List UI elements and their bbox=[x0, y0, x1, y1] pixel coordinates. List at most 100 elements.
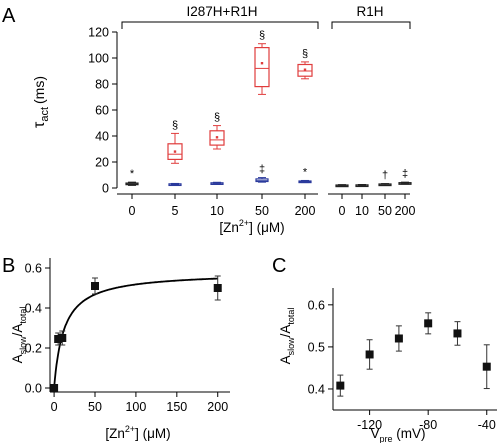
box-i287hr1h-200-blue: * bbox=[298, 166, 312, 184]
panel-b-y-label-sub1: slow bbox=[18, 336, 28, 355]
x-tick-label: 200 bbox=[207, 400, 228, 414]
point-marker bbox=[424, 319, 433, 328]
panel-a-x-tick-label: 10 bbox=[210, 204, 224, 218]
panel-a-y-tick-labels: 0 20 40 60 80 100 120 bbox=[88, 26, 109, 196]
box-significance-marker: § bbox=[214, 112, 220, 124]
x-tick-label: 50 bbox=[88, 400, 102, 414]
panel-c-x-tick-labels: -120 -80 -40 bbox=[357, 418, 496, 432]
point-marker bbox=[336, 381, 345, 390]
box-significance-marker: * bbox=[130, 168, 135, 180]
box-i287hr1h-50-blue: ‡ bbox=[255, 164, 269, 183]
panel-a-y-tick-label: 0 bbox=[102, 182, 109, 196]
panel-a-y-tick-label: 100 bbox=[88, 52, 109, 66]
box-significance-marker: § bbox=[172, 119, 178, 131]
y-tick-label: 0.0 bbox=[25, 382, 42, 396]
panel-c-x-label-main: V bbox=[370, 426, 379, 441]
panel-a-x-tick-label: 10 bbox=[355, 204, 369, 218]
x-tick-label: -80 bbox=[419, 418, 437, 432]
box-r1h-200-dark: ‡ bbox=[398, 168, 412, 185]
box-iqr bbox=[254, 46, 270, 88]
panel-a-y-tick-label: 40 bbox=[95, 130, 109, 144]
panel-c-points bbox=[336, 312, 491, 397]
point-marker bbox=[394, 334, 403, 343]
panel-c-axes bbox=[328, 288, 497, 415]
panel-b-y-label-sub2: total bbox=[18, 307, 28, 324]
box-i287hr1h-50-red: § bbox=[254, 30, 270, 95]
x-tick-label: 0 bbox=[51, 400, 58, 414]
data-point bbox=[336, 374, 345, 397]
data-point bbox=[394, 325, 403, 352]
panel-c-x-label-unit: (mV) bbox=[393, 426, 426, 441]
panel-b-y-tick-labels: 0.0 0.2 0.4 0.6 bbox=[25, 262, 42, 396]
panel-a-x-tick-labels: 0 5 10 50 200 0 10 50 200 bbox=[129, 204, 416, 218]
panel-a-group-brackets: I287H+R1H R1H bbox=[121, 4, 411, 29]
panel-c-y-label-mid: /A bbox=[278, 325, 293, 338]
point-marker bbox=[453, 329, 462, 338]
y-tick-label: 0.6 bbox=[308, 298, 325, 312]
box-significance-marker: † bbox=[382, 170, 388, 182]
panel-label-b: B bbox=[2, 255, 15, 277]
data-point bbox=[50, 384, 59, 392]
y-tick-label: 0.6 bbox=[25, 262, 42, 276]
panel-b-y-label: Aslow/Atotal bbox=[10, 307, 28, 364]
panel-a-boxes: * § § ‡ § * § † ‡ bbox=[125, 30, 412, 188]
box-iqr bbox=[167, 143, 183, 161]
panel-a-y-tick-label: 20 bbox=[95, 156, 109, 170]
data-point bbox=[58, 330, 67, 346]
box-i287hr1h-0-dark: * bbox=[125, 168, 139, 186]
panel-a-x-label-sup: 2+ bbox=[239, 218, 249, 228]
box-mean bbox=[215, 136, 219, 139]
box-i287hr1h-10-blue bbox=[210, 181, 224, 186]
box-iqr bbox=[297, 63, 313, 77]
panel-a-y-label-unit: (ms) bbox=[31, 76, 47, 104]
x-tick-label: -120 bbox=[357, 418, 382, 432]
box-significance-marker: ‡ bbox=[259, 164, 265, 176]
panel-a-y-label-main: τ bbox=[31, 121, 48, 128]
y-tick-label: 0.2 bbox=[25, 342, 42, 356]
box-i287hr1h-10-red: § bbox=[209, 112, 225, 150]
box-significance-marker: ‡ bbox=[402, 168, 408, 180]
data-point bbox=[453, 321, 462, 346]
panel-b-chart: 0.0 0.2 0.4 0.6 0 50 100 150 200 Aslow/Atotal [… bbox=[10, 258, 230, 441]
panel-a-y-tick-label: 120 bbox=[88, 26, 109, 40]
x-tick-label: 100 bbox=[125, 400, 146, 414]
panel-b-x-label-sup: 2+ bbox=[125, 424, 135, 434]
panel-b-y-label-main: A bbox=[10, 354, 25, 363]
box-iqr bbox=[209, 130, 225, 146]
panel-a-x-tick-label: 50 bbox=[378, 204, 392, 218]
panel-a-y-label: τact (ms) bbox=[31, 76, 51, 128]
panel-a-x-tick-label: 200 bbox=[295, 204, 316, 218]
panel-a-x-tick-label: 0 bbox=[339, 204, 346, 218]
box-significance-marker: § bbox=[302, 48, 308, 60]
point-marker bbox=[482, 362, 491, 371]
point-marker bbox=[91, 282, 99, 290]
point-marker bbox=[213, 284, 222, 292]
panel-label-a: A bbox=[2, 5, 16, 27]
panel-c-y-label-sub2: total bbox=[286, 308, 296, 325]
data-point bbox=[213, 275, 222, 301]
y-tick-label: 0.4 bbox=[25, 302, 42, 316]
panel-c-x-label-sub: pre bbox=[380, 434, 393, 443]
panel-b-fit-curve bbox=[53, 277, 218, 389]
panel-a-x-tick-label: 0 bbox=[129, 204, 136, 218]
box-i287hr1h-5-blue bbox=[168, 182, 182, 187]
panel-b-points bbox=[50, 275, 222, 392]
point-marker bbox=[50, 384, 59, 392]
x-tick-label: -40 bbox=[478, 418, 496, 432]
panel-c-chart: 0.4 0.5 0.6 -120 -80 -40 Aslow/Atotal Vpre (… bbox=[278, 288, 497, 443]
panel-b-x-label-pre: [Zn bbox=[105, 426, 125, 441]
x-tick-label: 150 bbox=[166, 400, 187, 414]
panel-b-y-label-mid: /A bbox=[10, 324, 25, 337]
bracket-r1h bbox=[331, 21, 411, 29]
y-tick-label: 0.4 bbox=[308, 382, 325, 396]
box-i287hr1h-5-red: § bbox=[167, 119, 183, 164]
panel-a-x-label-pre: [Zn bbox=[219, 220, 239, 235]
box-significance-marker: * bbox=[303, 166, 308, 178]
group-label-r1h: R1H bbox=[356, 4, 383, 19]
panel-a-x-tick-label: 5 bbox=[172, 204, 179, 218]
panel-a-x-label-post: ] (μM) bbox=[249, 220, 285, 235]
panel-label-c: C bbox=[272, 255, 286, 277]
panel-a-axes bbox=[112, 31, 410, 199]
